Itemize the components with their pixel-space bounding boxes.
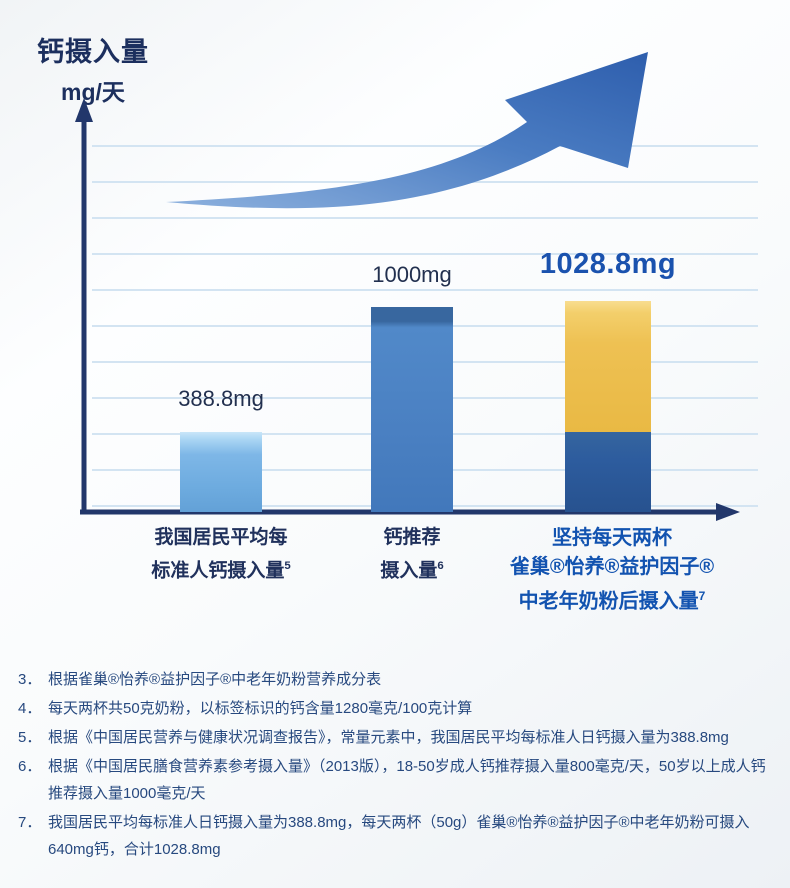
- footnote-number: 3．: [18, 671, 42, 688]
- footnote-text: 根据《中国居民膳食营养素参考摄入量》（2013版），18-50岁成人钙推荐摄入量…: [48, 758, 766, 802]
- footnote-5: 5． 根据《中国居民营养与健康状况调查报告》，常量元素中，我国居民平均每标准人日…: [18, 724, 776, 751]
- label-line: 钙推荐: [383, 527, 441, 548]
- x-axis: [80, 503, 740, 521]
- footnote-number: 6．: [18, 758, 42, 775]
- footnote-3: 3． 根据雀巢®怡养®益护因子®中老年奶粉营养成分表: [18, 666, 776, 693]
- footnote-text: 我国居民平均每标准人日钙摄入量为388.8mg，每天两杯（50g）雀巢®怡养®益…: [48, 814, 750, 858]
- footnote-ref-5: 5: [284, 560, 291, 572]
- label-line: 摄入量6: [380, 560, 444, 582]
- chart-title-line1: 钙摄入量: [37, 37, 149, 67]
- category-label-average: 我国居民平均每 标准人钙摄入量5: [96, 524, 346, 585]
- bar-recommended-intake: [371, 307, 453, 512]
- footnote-text: 每天两杯共50克奶粉，以标签标识的钙含量1280毫克/100克计算: [48, 700, 473, 717]
- footnote-number: 7．: [18, 814, 42, 831]
- value-label-with-milk-powder: 1028.8mg: [539, 248, 677, 280]
- bar-average-national-intake: [180, 432, 262, 512]
- bar-intake-with-milk-powder: [565, 301, 651, 512]
- footnote-6: 6． 根据《中国居民膳食营养素参考摄入量》（2013版），18-50岁成人钙推荐…: [18, 753, 776, 807]
- trend-arrow-icon: [166, 52, 648, 209]
- label-line: 坚持每天两杯: [552, 527, 672, 549]
- footnote-7: 7． 我国居民平均每标准人日钙摄入量为388.8mg，每天两杯（50g）雀巢®怡…: [18, 809, 776, 863]
- category-label-with-milk-powder: 坚持每天两杯 雀巢®怡养®益护因子® 中老年奶粉后摄入量7: [472, 524, 752, 617]
- y-axis-arrowhead: [75, 98, 93, 122]
- x-axis-arrowhead: [716, 503, 740, 521]
- y-axis: [75, 98, 93, 514]
- label-line: 我国居民平均每: [154, 527, 288, 548]
- label-line: 标准人钙摄入量5: [151, 560, 291, 582]
- footnote-text: 根据《中国居民营养与健康状况调查报告》，常量元素中，我国居民平均每标准人日钙摄入…: [48, 729, 729, 746]
- bar-segment-base-calcium: [565, 432, 651, 512]
- footnote-text: 根据雀巢®怡养®益护因子®中老年奶粉营养成分表: [48, 671, 382, 688]
- value-label-recommended: 1000mg: [372, 262, 452, 287]
- footnote-number: 5．: [18, 729, 42, 746]
- bar-segment-milk-powder-calcium: [565, 301, 651, 432]
- footnote-number: 4．: [18, 700, 42, 717]
- category-label-recommended: 钙推荐 摄入量6: [322, 524, 502, 585]
- label-line: 雀巢®怡养®益护因子®: [509, 556, 715, 578]
- value-label-average: 388.8mg: [178, 386, 264, 411]
- chart-title-unit: mg/天: [61, 79, 125, 105]
- footnote-4: 4． 每天两杯共50克奶粉，以标签标识的钙含量1280毫克/100克计算: [18, 695, 776, 722]
- chart-title: 钙摄入量 mg/天: [26, 30, 160, 107]
- footnotes: 3． 根据雀巢®怡养®益护因子®中老年奶粉营养成分表 4． 每天两杯共50克奶粉…: [18, 666, 776, 865]
- footnote-ref-7: 7: [698, 589, 706, 603]
- label-line: 中老年奶粉后摄入量7: [518, 589, 706, 613]
- footnote-ref-6: 6: [437, 560, 444, 572]
